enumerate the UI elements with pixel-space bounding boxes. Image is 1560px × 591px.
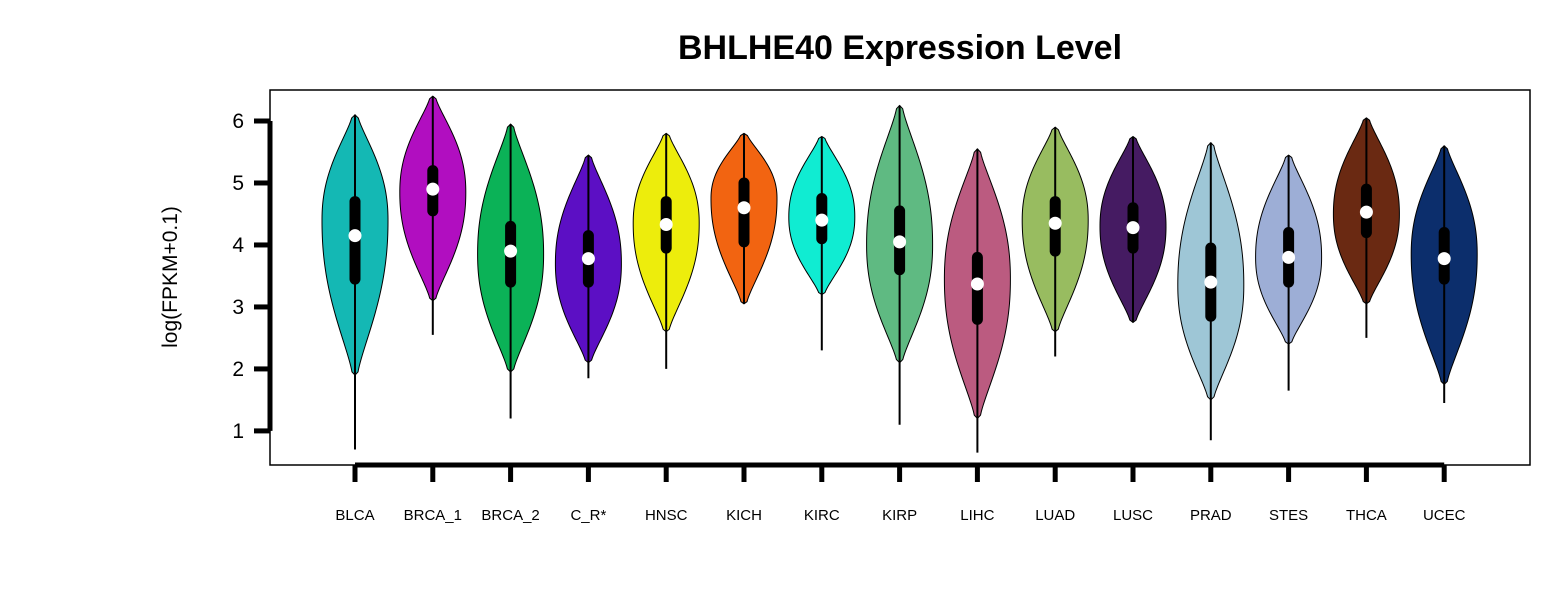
- x-tick-label: KICH: [726, 507, 762, 524]
- plot-area: 1 2 3 4 5 6 BLCA BRCA_1 BRCA_2 C_R* HNSC KICH KIRC KI…: [232, 89, 1531, 524]
- x-tick-label: KIRC: [804, 507, 840, 524]
- median-point-blca: [348, 229, 362, 243]
- median-point-luad: [1048, 216, 1062, 230]
- x-tick-label: KIRP: [882, 507, 917, 524]
- median-point-kich: [737, 201, 751, 215]
- x-tick-label: BRCA_1: [404, 507, 462, 524]
- x-tick-label: BLCA: [335, 507, 374, 524]
- x-tick-label: HNSC: [645, 507, 688, 524]
- median-point-kirc: [815, 213, 829, 227]
- x-tick-label: BRCA_2: [481, 507, 539, 524]
- median-point-hnsc: [659, 218, 673, 232]
- median-point-stes: [1282, 250, 1296, 264]
- y-tick-label: 1: [232, 420, 244, 443]
- median-point-brca_1: [426, 182, 440, 196]
- median-point-kirp: [893, 235, 907, 249]
- y-tick-label: 4: [232, 234, 244, 257]
- y-tick-label: 5: [232, 172, 244, 195]
- y-tick-label: 3: [232, 296, 244, 319]
- x-tick-label: PRAD: [1190, 507, 1232, 524]
- median-point-lusc: [1126, 221, 1140, 235]
- median-point-c_r*: [581, 252, 595, 266]
- median-point-ucec: [1437, 252, 1451, 266]
- median-point-thca: [1359, 205, 1373, 219]
- x-tick-label: LUAD: [1035, 507, 1075, 524]
- x-tick-label: C_R*: [570, 507, 606, 524]
- y-tick-label: 6: [232, 110, 244, 133]
- x-tick-label: LUSC: [1113, 507, 1153, 524]
- median-point-brca_2: [504, 244, 518, 258]
- median-point-prad: [1204, 275, 1218, 289]
- median-point-lihc: [970, 277, 984, 291]
- y-tick-label: 2: [232, 358, 244, 381]
- x-tick-label: LIHC: [960, 507, 994, 524]
- x-tick-label: STES: [1269, 507, 1308, 524]
- y-axis-label: log(FPKM+0.1): [159, 206, 182, 348]
- chart-title: BHLHE40 Expression Level: [678, 29, 1122, 67]
- x-tick-label: UCEC: [1423, 507, 1466, 524]
- x-tick-label: THCA: [1346, 507, 1387, 524]
